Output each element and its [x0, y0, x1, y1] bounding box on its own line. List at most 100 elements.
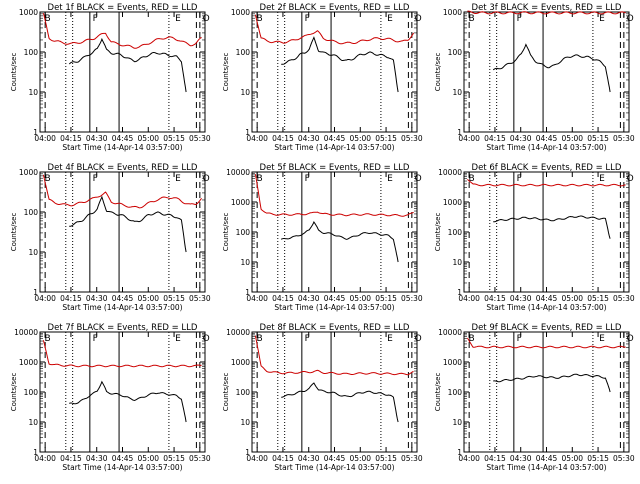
marker-label: O — [627, 14, 634, 24]
x-tick-label: 05:15 — [163, 294, 185, 303]
x-tick-label: 05:00 — [137, 134, 159, 143]
marker-label: O — [627, 334, 634, 344]
x-tick-label: 05:00 — [137, 294, 159, 303]
x-tick-label: 04:15 — [272, 134, 294, 143]
x-tick-label: 05:00 — [561, 134, 583, 143]
y-tick-label: 10000 — [226, 168, 250, 177]
x-tick-label: 04:00 — [246, 454, 268, 463]
series-line-events — [493, 215, 611, 239]
chart-title: Det 4f BLACK = Events, RED = LLD — [48, 163, 198, 173]
marker-label: F — [93, 14, 98, 24]
marker-label: F — [517, 174, 522, 184]
y-tick-label: 10 — [452, 418, 462, 427]
marker-label: O — [203, 174, 210, 184]
series-line-events — [281, 36, 399, 93]
marker-label: F — [305, 174, 310, 184]
plot-frame — [463, 11, 630, 133]
y-tick-label: 100 — [236, 48, 251, 57]
x-tick-label: 04:30 — [510, 294, 532, 303]
x-axis-label: Start Time (14-Apr-14 03:57:00) — [62, 303, 182, 312]
x-tick-label: 05:00 — [561, 454, 583, 463]
chart-title: Det 6f BLACK = Events, RED = LLD — [472, 163, 622, 173]
series-line-lld — [42, 340, 202, 368]
x-tick-label: 04:15 — [272, 454, 294, 463]
x-axis-label: Start Time (14-Apr-14 03:57:00) — [274, 143, 394, 152]
x-tick-label: 05:30 — [613, 294, 635, 303]
y-tick-label: 100 — [448, 48, 463, 57]
y-axis-label: Counts/sec — [222, 373, 230, 412]
y-tick-label: 100 — [24, 208, 39, 217]
y-tick-label: 10 — [240, 88, 250, 97]
plot-frame — [463, 331, 630, 453]
y-tick-label: 10000 — [226, 328, 250, 337]
marker-label: E — [175, 174, 181, 184]
x-tick-label: 04:15 — [272, 294, 294, 303]
x-tick-label: 05:00 — [561, 294, 583, 303]
y-tick-label: 1 — [245, 128, 250, 137]
series-line-events — [69, 380, 187, 423]
y-tick-label: 100 — [236, 228, 251, 237]
y-axis-label: Counts/sec — [10, 373, 18, 412]
marker-label: B — [44, 334, 50, 344]
marker-label: O — [415, 174, 422, 184]
plot-frame — [39, 331, 206, 453]
x-tick-label: 05:15 — [375, 294, 397, 303]
x-tick-label: 04:30 — [86, 294, 108, 303]
y-tick-label: 10 — [452, 258, 462, 267]
y-tick-label: 1000 — [443, 198, 462, 207]
y-tick-label: 10 — [452, 88, 462, 97]
x-tick-label: 05:30 — [189, 454, 211, 463]
y-tick-label: 1000 — [19, 8, 38, 17]
marker-label: F — [93, 174, 98, 184]
y-tick-label: 1 — [245, 448, 250, 457]
y-axis-label: Counts/sec — [434, 53, 442, 92]
x-tick-label: 04:15 — [484, 454, 506, 463]
plot-frame — [39, 11, 206, 133]
x-tick-label: 04:00 — [458, 134, 480, 143]
chart-panel-5: Det 5f BLACK = Events, RED = LLD 1 10 100 10… — [222, 163, 423, 312]
y-axis-label: Counts/sec — [222, 213, 230, 252]
marker-label: B — [468, 14, 474, 24]
x-tick-label: 05:30 — [401, 134, 423, 143]
marker-label: E — [175, 334, 181, 344]
chart-title: Det 8f BLACK = Events, RED = LLD — [260, 323, 410, 333]
plot-frame — [251, 171, 418, 293]
y-tick-label: 1 — [457, 448, 462, 457]
x-tick-label: 05:15 — [587, 454, 609, 463]
y-tick-label: 100 — [236, 388, 251, 397]
x-tick-label: 04:30 — [86, 454, 108, 463]
y-tick-label: 1000 — [231, 358, 250, 367]
chart-panel-4: Det 4f BLACK = Events, RED = LLD 1 10 100 10… — [10, 163, 211, 312]
y-tick-label: 100 — [448, 388, 463, 397]
series-line-events — [493, 373, 611, 393]
y-tick-label: 1 — [33, 448, 38, 457]
x-tick-label: 04:00 — [34, 454, 56, 463]
x-axis-label: Start Time (14-Apr-14 03:57:00) — [486, 143, 606, 152]
marker-label: E — [175, 14, 181, 24]
chart-title: Det 3f BLACK = Events, RED = LLD — [472, 3, 622, 13]
x-tick-label: 04:15 — [60, 454, 82, 463]
x-tick-label: 05:00 — [137, 454, 159, 463]
x-axis-label: Start Time (14-Apr-14 03:57:00) — [62, 463, 182, 472]
x-tick-label: 05:15 — [587, 294, 609, 303]
chart-panel-9: Det 9f BLACK = Events, RED = LLD 1 10 100 10… — [434, 323, 635, 472]
x-axis-label: Start Time (14-Apr-14 03:57:00) — [274, 303, 394, 312]
plot-frame — [39, 171, 206, 293]
x-tick-label: 05:00 — [349, 454, 371, 463]
x-axis-label: Start Time (14-Apr-14 03:57:00) — [486, 463, 606, 472]
y-tick-label: 10 — [240, 418, 250, 427]
x-tick-label: 04:45 — [536, 294, 558, 303]
marker-label: B — [44, 174, 50, 184]
series-line-events — [280, 220, 399, 263]
marker-label: E — [387, 334, 393, 344]
chart-title: Det 9f BLACK = Events, RED = LLD — [472, 323, 622, 333]
y-tick-label: 10000 — [438, 168, 462, 177]
marker-label: B — [256, 14, 262, 24]
series-line-lld — [42, 12, 202, 49]
x-tick-label: 05:30 — [613, 454, 635, 463]
series-line-lld — [467, 179, 626, 187]
series-line-events — [68, 37, 187, 93]
x-axis-label: Start Time (14-Apr-14 03:57:00) — [62, 143, 182, 152]
